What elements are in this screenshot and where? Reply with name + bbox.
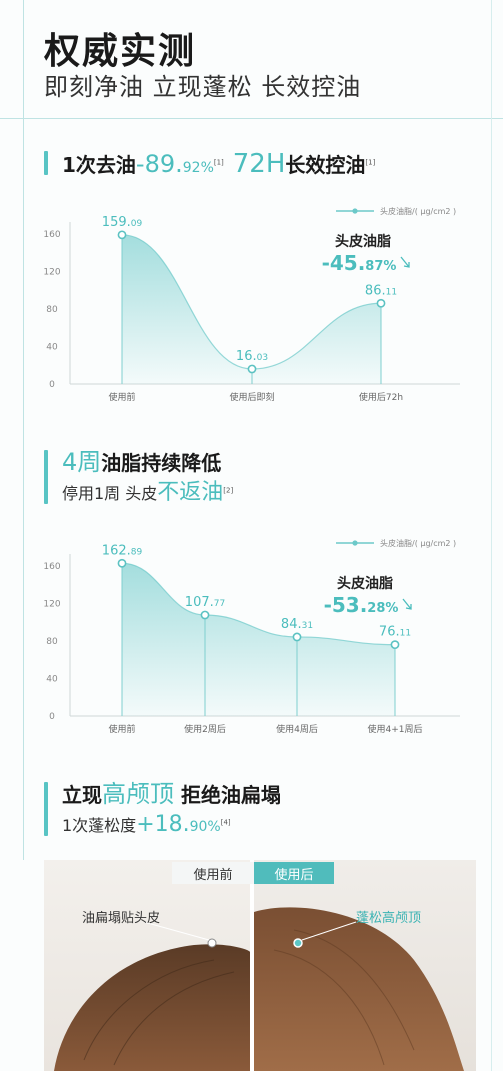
section-3-value-decimal: 90% (189, 819, 221, 835)
data-point (117, 230, 127, 240)
chart-1: 160 120 80 40 0 159.09 使用前 16.03 使用后即刻 86.11 使用后72… (43, 206, 460, 403)
decorative-right-line (491, 0, 492, 1071)
y-tick-label: 120 (43, 600, 60, 610)
data-label: 162.89 (102, 543, 143, 558)
right-hair-shape (254, 907, 464, 1071)
tag-after: 使用后 (254, 862, 334, 884)
data-label: 84.31 (281, 617, 313, 632)
x-tick-label: 使用前 (108, 723, 135, 735)
section-3-heading-prefix: 立现 (62, 783, 102, 807)
series-area (122, 563, 395, 716)
section-1-value-decimal: 92% (182, 160, 214, 176)
y-tick-label: 0 (49, 380, 55, 390)
legend-label: 头皮油脂/( μg/cm2 ) (380, 206, 456, 216)
data-point (376, 298, 386, 308)
section-1-suffix: 长效控油 (285, 153, 366, 177)
section-3-heading: 立现高颅顶 拒绝油扁塌 (62, 782, 281, 806)
section-1-heading: 1次去油-89.92%[1] 72H长效控油[1] (62, 151, 375, 177)
y-tick-label: 160 (43, 230, 60, 240)
y-tick-label: 80 (46, 305, 58, 315)
section-1-accent-bar (44, 151, 48, 175)
data-point (247, 364, 257, 374)
section-2-heading-em: 4周 (62, 448, 102, 476)
x-tick-label: 使用后即刻 (229, 391, 274, 403)
section-2-line-2-em: 不返油 (157, 480, 224, 505)
legend-label: 头皮油脂/( μg/cm2 ) (380, 538, 456, 548)
x-tick-label: 使用后72h (359, 391, 403, 403)
section-2-line-2: 停用1周 头皮不返油[2] (62, 482, 233, 504)
section-3-value: +18. (136, 812, 190, 837)
section-1-value-2: 72H (232, 149, 286, 179)
section-1-ref-a: [1] (213, 158, 224, 167)
annotation-title: 头皮油脂 (335, 233, 391, 250)
section-2-heading: 4周油脂持续降低 (62, 450, 221, 474)
data-label: 86.11 (365, 283, 397, 298)
section-2-line-2-prefix: 停用1周 头皮 (62, 484, 158, 503)
data-label: 159.09 (102, 215, 143, 230)
section-3-line-2-prefix: 1次蓬松度 (62, 816, 137, 835)
data-label: 16.03 (236, 349, 268, 364)
section-1-ref-b: [1] (365, 158, 376, 167)
before-after-photo (44, 860, 476, 1071)
section-3-ref: [4] (220, 818, 231, 827)
y-tick-label: 120 (43, 268, 60, 278)
annotation-value: -45.87% (322, 251, 397, 275)
section-1-value: -89. (135, 150, 183, 178)
section-2-heading-text: 油脂持续降低 (101, 451, 222, 475)
section-3-heading-suffix: 拒绝油扁塌 (174, 783, 281, 807)
y-tick-label: 80 (46, 637, 58, 647)
label-fluffy-hair: 蓬松高颅顶 (356, 911, 422, 926)
label-flat-hair: 油扁塌贴头皮 (82, 911, 161, 926)
data-point (117, 558, 127, 568)
y-tick-label: 0 (49, 712, 55, 722)
series-area (122, 234, 381, 384)
data-point (390, 640, 400, 650)
decorative-horizontal-line (0, 118, 503, 119)
decorative-vertical-line (23, 0, 24, 860)
annotation-title: 头皮油脂 (337, 575, 393, 592)
hero-subtitle: 即刻净油 立现蓬松 长效控油 (44, 73, 362, 101)
hero-title: 权威实测 (44, 31, 197, 72)
hair-illustration (44, 860, 476, 1071)
left-pointer-dot (207, 938, 217, 948)
y-tick-label: 160 (43, 562, 60, 572)
section-1-prefix: 1次去油 (62, 153, 136, 177)
section-2-accent-bar (44, 450, 48, 504)
x-tick-label: 使用前 (108, 391, 135, 403)
legend-marker (352, 540, 358, 546)
section-3-heading-em: 高颅顶 (102, 780, 174, 808)
y-tick-label: 40 (46, 343, 58, 353)
left-hair-shape (54, 944, 250, 1071)
down-arrow-icon (402, 598, 412, 610)
chart-2: 160 120 80 40 0 162.89 使用前 107.77 使用2周后 84.31 使用4周… (43, 538, 460, 735)
annotation-value: -53.28% (324, 593, 399, 617)
x-tick-label: 使用2周后 (184, 723, 226, 735)
data-point (200, 610, 210, 620)
legend-marker (352, 208, 358, 214)
section-3-accent-bar (44, 782, 48, 836)
section-3-line-2: 1次蓬松度+18.90%[4] (62, 814, 231, 836)
x-tick-label: 使用4周后 (276, 723, 318, 735)
section-2-ref: [2] (223, 486, 234, 495)
x-tick-label: 使用4+1周后 (368, 723, 423, 735)
right-pointer-dot (293, 938, 303, 948)
tag-before: 使用前 (172, 862, 254, 884)
data-label: 76.11 (379, 625, 411, 640)
data-point (292, 632, 302, 642)
y-tick-label: 40 (46, 675, 58, 685)
data-label: 107.77 (185, 595, 225, 610)
series-line (121, 562, 396, 646)
down-arrow-icon (400, 256, 410, 268)
